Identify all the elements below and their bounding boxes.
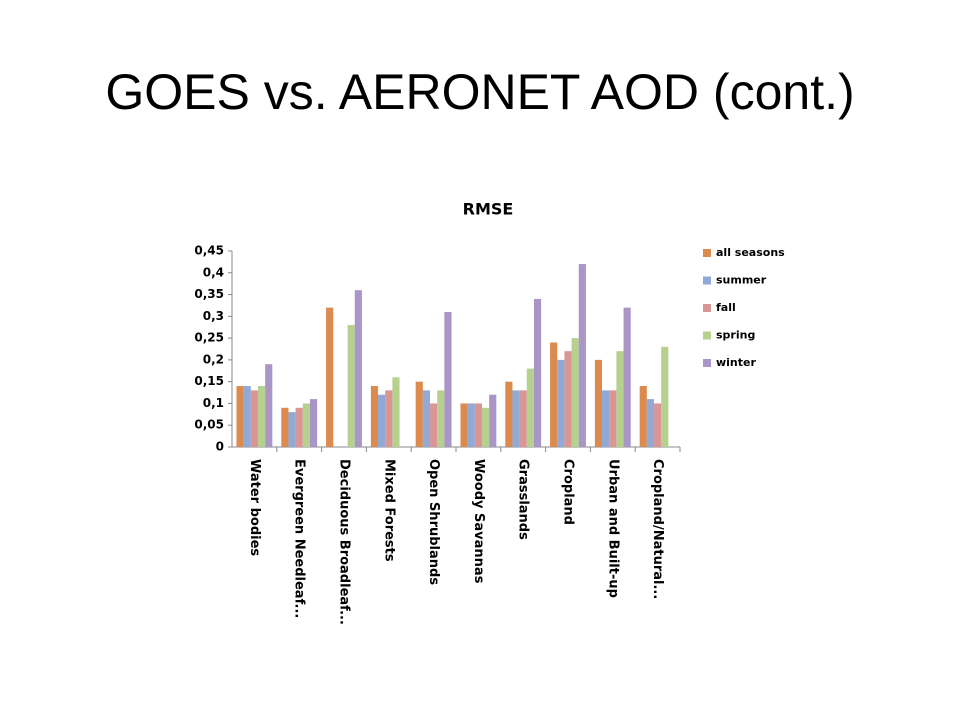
legend-label: winter — [716, 356, 756, 369]
slide-title: GOES vs. AERONET AOD (cont.) — [105, 64, 854, 120]
bar — [243, 386, 251, 447]
bar — [519, 390, 527, 447]
bar — [654, 403, 662, 447]
legend-swatch — [703, 304, 711, 312]
bar — [422, 390, 431, 447]
bar — [354, 290, 362, 447]
bar — [646, 399, 655, 447]
y-tick-label: 0,2 — [203, 352, 224, 366]
y-tick-label: 0 — [216, 440, 224, 454]
bar — [430, 403, 438, 447]
y-tick-label: 0,05 — [194, 418, 224, 432]
bar — [550, 342, 558, 447]
x-tick-label: Evergreen Needleaf... — [292, 459, 307, 618]
legend-swatch — [703, 359, 711, 367]
y-tick-label: 0,3 — [203, 309, 224, 323]
chart-title: RMSE — [463, 200, 514, 219]
bar — [378, 394, 386, 447]
legend-label: all seasons — [716, 246, 785, 259]
y-tick-label: 0,1 — [203, 396, 224, 410]
bar — [415, 381, 423, 447]
bar — [236, 386, 244, 447]
bar — [639, 386, 647, 447]
y-tick-label: 0,35 — [194, 287, 224, 301]
bar — [444, 311, 452, 447]
x-tick-label: Deciduous Broadleaf... — [337, 459, 352, 625]
x-tick-label: Cropland — [561, 459, 576, 525]
bar — [594, 359, 603, 447]
x-tick-label: Urban and Built-up — [605, 459, 620, 598]
legend-swatch — [703, 249, 711, 257]
bar — [295, 407, 303, 447]
bar — [281, 407, 289, 447]
x-tick-label: Woody Savannas — [471, 459, 486, 584]
bar — [661, 346, 669, 447]
bar — [257, 386, 266, 447]
bar — [578, 264, 586, 447]
x-tick-label: Water bodies — [247, 459, 262, 556]
bar — [347, 325, 355, 447]
bar — [326, 307, 334, 447]
bar — [467, 403, 475, 447]
bar — [474, 403, 482, 447]
bar — [437, 390, 445, 447]
bar — [302, 403, 310, 447]
legend-label: fall — [716, 301, 736, 314]
bar — [370, 386, 379, 447]
bar — [623, 307, 631, 447]
legend-swatch — [703, 331, 711, 340]
x-tick-label: Cropland/Natural... — [650, 459, 665, 599]
bar — [602, 390, 610, 447]
y-tick-label: 0,25 — [194, 331, 224, 345]
bar — [609, 390, 617, 447]
bar — [309, 399, 318, 447]
bar — [460, 403, 468, 447]
bar — [533, 298, 542, 447]
x-tick-label: Grasslands — [516, 459, 531, 540]
bar — [392, 377, 400, 447]
x-tick-label: Open Shrublands — [426, 459, 441, 585]
bar — [481, 407, 490, 447]
y-tick-label: 0,4 — [203, 265, 224, 279]
bar — [385, 390, 393, 447]
legend-label: spring — [716, 329, 755, 342]
y-tick-label: 0,15 — [194, 374, 224, 388]
bar — [526, 368, 534, 447]
legend-swatch — [703, 276, 711, 285]
bar — [616, 351, 624, 447]
bar — [265, 364, 273, 447]
bar — [571, 338, 579, 447]
bar — [564, 351, 572, 447]
legend-label: summer — [716, 274, 767, 287]
y-tick-label: 0,45 — [194, 244, 224, 258]
bar — [505, 381, 513, 447]
bar — [512, 390, 520, 447]
bar — [288, 412, 296, 447]
bar — [250, 390, 258, 447]
bar — [557, 359, 565, 447]
bar — [489, 394, 497, 447]
x-tick-label: Mixed Forests — [381, 459, 396, 562]
